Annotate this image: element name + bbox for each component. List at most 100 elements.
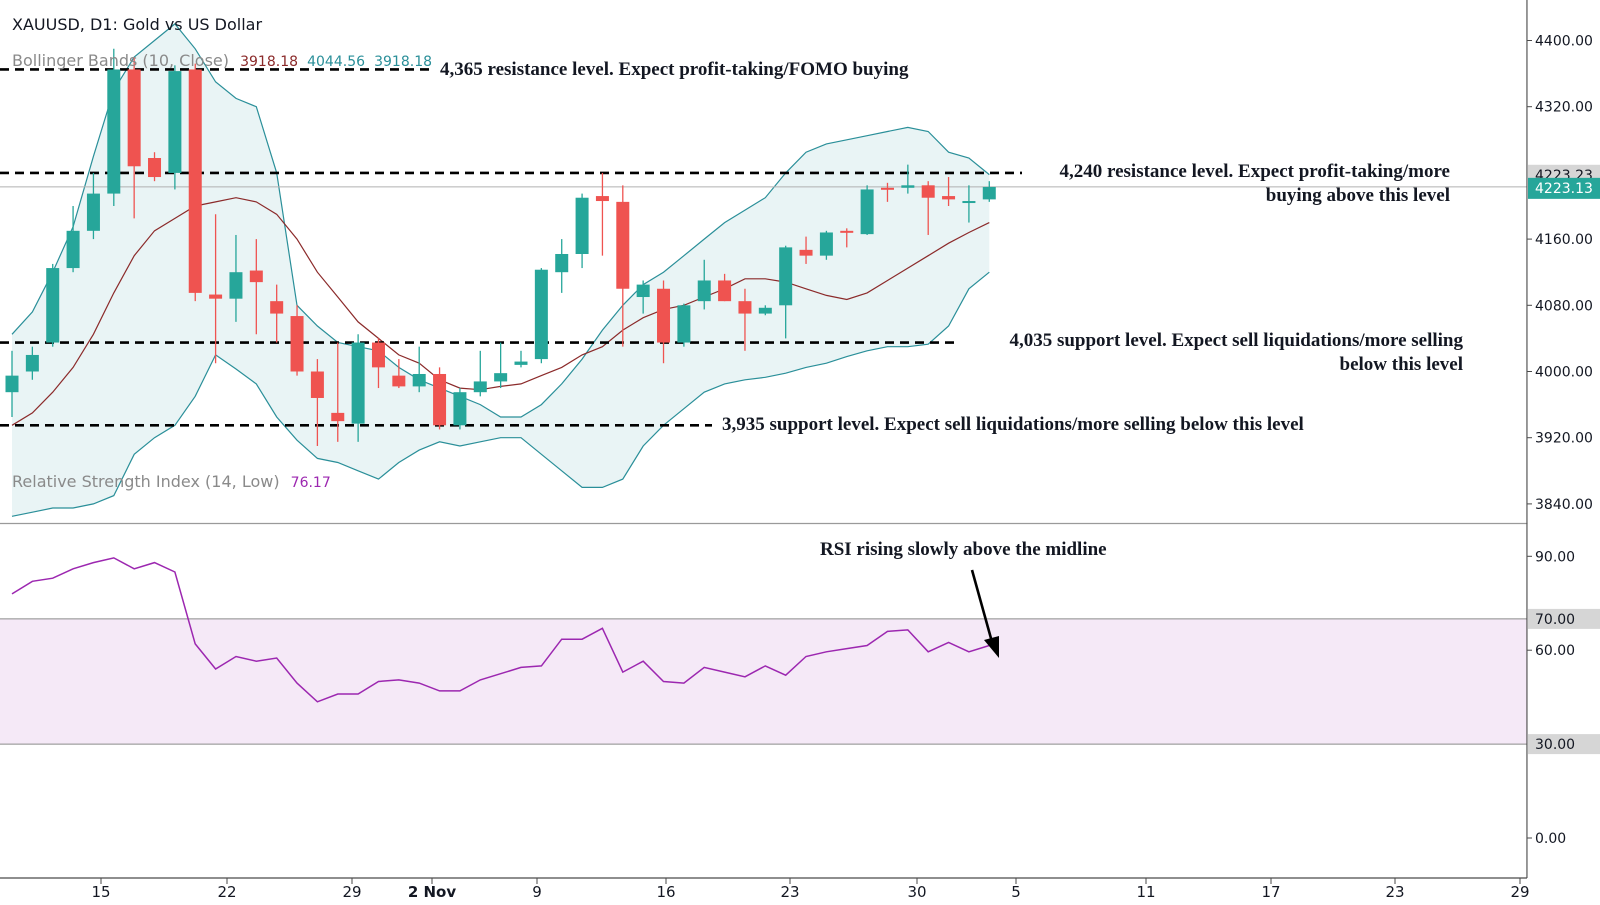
bollinger-bands-layer (11, 23, 990, 517)
annotation-support-4035: 4,035 support level. Expect sell liquida… (1009, 329, 1463, 377)
candle-body (168, 71, 182, 173)
candle (921, 181, 935, 235)
candle-body (209, 294, 223, 299)
bollinger-lower-value: 3918.18 (374, 54, 433, 70)
time-axis-label: 11 (1136, 883, 1155, 901)
annotation-support-4035-line2: below this level (1339, 354, 1464, 375)
candle-body (86, 193, 100, 231)
rsi-axis-tick-label: 0.00 (1535, 831, 1566, 847)
time-axis-label: 5 (1011, 883, 1021, 901)
annotation-arrow-layer (970, 569, 999, 658)
rsi-legend: Relative Strength Index (14, Low) 76.17 (12, 472, 331, 491)
candle (514, 350, 528, 368)
candle-body (412, 373, 426, 387)
candle-body (901, 185, 915, 188)
candle-body (494, 373, 508, 382)
candle-body (249, 270, 263, 283)
candle (127, 57, 141, 219)
price-label: 4223.13 (1535, 181, 1593, 197)
candle (209, 214, 223, 364)
candle (229, 234, 243, 322)
annotation-resistance-4240-line1: 4,240 resistance level. Expect profit-ta… (1059, 161, 1451, 182)
bollinger-label: Bollinger Bands (10, Close) (12, 51, 230, 70)
candle-body (66, 230, 80, 269)
rsi-arrow-head (984, 636, 999, 658)
candle (86, 172, 100, 240)
candle-body (270, 301, 284, 314)
time-axis-label: 17 (1261, 883, 1280, 901)
candle (371, 338, 385, 389)
time-axis-label: 22 (217, 883, 236, 901)
candle-body (127, 69, 141, 167)
price-axis-tick-label: 4320.00 (1535, 100, 1593, 116)
candle (249, 239, 263, 335)
rsi-arrow-shaft (970, 569, 994, 643)
bollinger-legend: Bollinger Bands (10, Close) 3918.18 4044… (12, 51, 432, 70)
candle-body (595, 196, 609, 202)
rsi-band-label-box (1528, 608, 1600, 629)
time-axis-label: 9 (532, 883, 542, 901)
candle (840, 228, 854, 248)
time-axis-label: 23 (780, 883, 799, 901)
candle (697, 259, 711, 310)
candle (5, 350, 19, 418)
candle-body (738, 301, 752, 314)
price-axis-tick-label: 4400.00 (1535, 34, 1593, 50)
candle (46, 263, 60, 347)
time-axis-label: 29 (342, 883, 361, 901)
candle-body (331, 412, 345, 422)
rsi-pane (0, 557, 1527, 745)
candle-body (962, 201, 976, 204)
candle (168, 65, 182, 190)
time-axis-label: 15 (91, 883, 110, 901)
candle-body (148, 158, 162, 178)
bollinger-basis-value: 3918.18 (240, 54, 299, 70)
candle-body (473, 381, 487, 393)
rsi-axis-tick-label: 90.00 (1535, 549, 1575, 565)
candle-body (819, 232, 833, 256)
candle (494, 342, 508, 389)
time-axis-label: 23 (1385, 883, 1404, 901)
rsi-band-fill (0, 618, 1527, 745)
candle (534, 268, 548, 364)
candle (392, 359, 406, 389)
annotation-support-4035-line1: 4,035 support level. Expect sell liquida… (1009, 330, 1463, 351)
rsi-label: Relative Strength Index (14, Low) (12, 472, 280, 491)
rsi-axis-tick-label: 60.00 (1535, 643, 1575, 659)
price-axis-tick-label: 3840.00 (1535, 497, 1593, 513)
chart-title: XAUUSD, D1: Gold vs US Dollar (12, 15, 263, 34)
candle-body (371, 342, 385, 368)
bollinger-lower-line (11, 271, 990, 517)
candle (962, 185, 976, 223)
candle (351, 334, 365, 442)
rsi-band-label: 70.00 (1535, 612, 1575, 628)
candle-body (229, 272, 243, 299)
candle-body (799, 249, 813, 256)
candle-body (758, 307, 772, 314)
candle-body (351, 342, 365, 424)
candle-body (697, 280, 711, 302)
candle-body (453, 392, 467, 426)
candle (331, 342, 345, 442)
time-axis-label: 30 (907, 883, 926, 901)
candle-body (636, 284, 650, 298)
candle (657, 280, 671, 364)
candle-body (921, 185, 935, 198)
rsi-value: 76.17 (290, 475, 331, 491)
annotation-support-3935: 3,935 support level. Expect sell liquida… (722, 414, 1304, 435)
candle-body (942, 196, 956, 200)
candle-body (514, 361, 528, 365)
candle (738, 288, 752, 351)
candle (310, 359, 324, 446)
candle (453, 388, 467, 430)
candle-body (46, 268, 60, 343)
price-axis-tick-label: 4080.00 (1535, 298, 1593, 314)
price-label-box (1528, 177, 1600, 199)
candle (942, 177, 956, 206)
candle (819, 230, 833, 260)
candle-body (188, 69, 202, 293)
annotation-rsi-note: RSI rising slowly above the midline (820, 539, 1107, 560)
rsi-line (11, 557, 990, 703)
candle (270, 284, 284, 343)
bollinger-upper-value: 4044.56 (307, 54, 366, 70)
